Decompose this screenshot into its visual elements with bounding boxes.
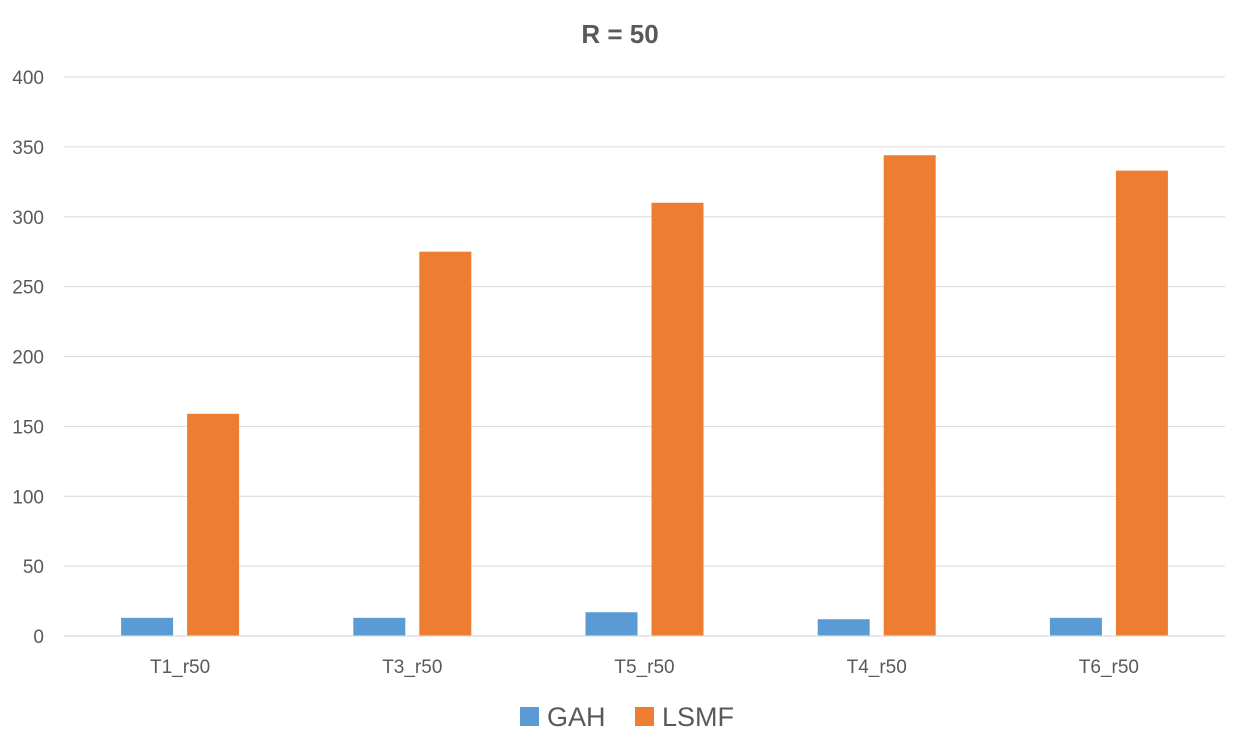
y-tick-label: 300 [12, 208, 44, 229]
y-tick-label: 350 [12, 138, 44, 159]
legend-label-lsmf: LSMF [662, 702, 734, 732]
y-tick-label: 250 [12, 278, 44, 299]
x-axis-ticks: T1_r50 T3_r50 T5_r50 T4_r50 T6_r50 [150, 657, 1139, 678]
bars [121, 155, 1168, 636]
y-tick-label: 150 [12, 417, 44, 438]
bar-gah-t3_r50 [353, 617, 406, 636]
x-tick-label: T6_r50 [1079, 657, 1139, 678]
bar-lsmf-t3_r50 [419, 251, 472, 636]
bar-lsmf-t6_r50 [1115, 170, 1168, 636]
x-tick-label: T3_r50 [382, 657, 442, 678]
bar-gah-t1_r50 [121, 617, 174, 636]
x-tick-label: T5_r50 [614, 657, 674, 678]
legend-swatch-lsmf [635, 707, 654, 726]
y-tick-label: 100 [12, 487, 44, 508]
x-tick-label: T1_r50 [150, 657, 210, 678]
bar-lsmf-t1_r50 [187, 413, 240, 636]
bar-lsmf-t5_r50 [651, 202, 704, 636]
chart-title: R = 50 [581, 19, 658, 49]
bar-gah-t5_r50 [585, 612, 638, 636]
bar-gah-t4_r50 [817, 619, 870, 636]
x-tick-label: T4_r50 [847, 657, 907, 678]
y-tick-label: 200 [12, 348, 44, 369]
gridlines [64, 76, 1225, 567]
legend: GAH LSMF [520, 702, 734, 732]
y-axis-ticks: 0 50 100 150 200 250 300 350 400 [12, 68, 44, 648]
y-tick-label: 0 [33, 627, 44, 648]
legend-label-gah: GAH [547, 702, 606, 732]
legend-swatch-gah [520, 707, 539, 726]
y-tick-label: 50 [23, 557, 44, 578]
bar-gah-t6_r50 [1049, 617, 1102, 636]
y-tick-label: 400 [12, 68, 44, 89]
bar-lsmf-t4_r50 [883, 155, 936, 636]
